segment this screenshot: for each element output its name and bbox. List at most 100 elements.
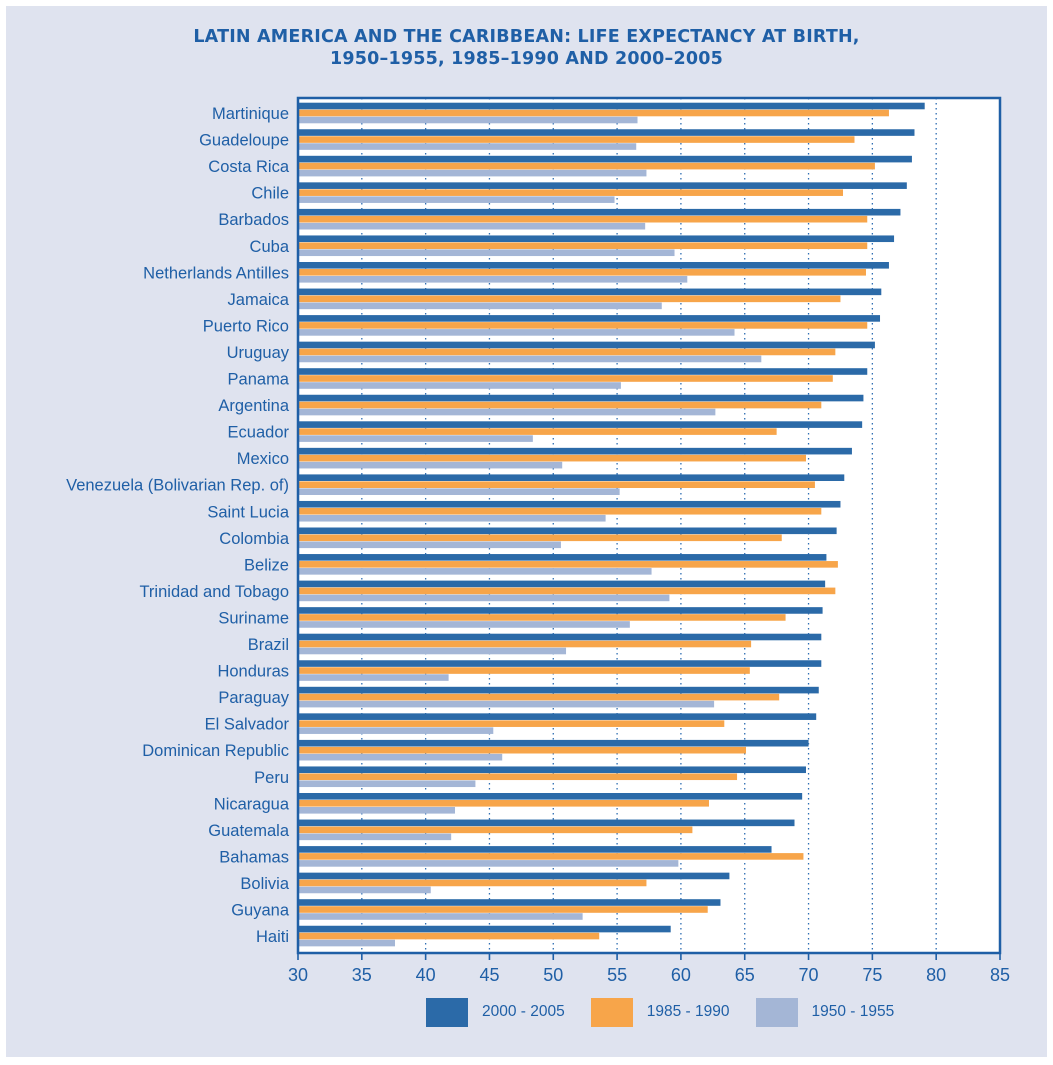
bar-1-25 [298,739,809,747]
bar-chart: Martinique Guadeloupe Costa Rica Chile Barba… [66,96,1010,985]
bar-1-7 [298,262,889,269]
category-label: Guatemala [208,822,290,840]
category-label: Costa Rica [208,158,290,176]
bar-1-28 [298,819,795,827]
category-label: Bolivia [240,875,289,893]
bar-2-30 [298,879,647,887]
bar-3-11 [298,382,621,389]
legend-swatch [755,997,798,1027]
bar-3-31 [298,913,583,920]
category-label: Netherlands Antilles [143,264,289,282]
bar-2-13 [298,428,777,435]
bar-1-18 [298,554,827,561]
x-tick-label: 30 [288,965,308,985]
x-tick-label: 50 [543,965,563,985]
bar-2-16 [298,507,822,515]
bar-3-16 [298,514,606,522]
category-label: Brazil [248,636,289,654]
legend-label: 2000 - 2005 [482,1003,565,1020]
category-label: Saint Lucia [207,503,289,521]
bar-2-2 [298,136,855,143]
bar-1-4 [298,182,907,189]
plot-frame [296,96,1002,955]
bar-3-25 [298,753,503,761]
bar-2-17 [298,534,782,542]
x-tick-label: 40 [416,965,436,985]
bar-2-18 [298,561,838,568]
bar-2-21 [298,640,752,648]
bar-1-14 [298,447,852,455]
bar-2-3 [298,162,875,170]
bar-2-6 [298,242,868,250]
x-tick-label: 60 [671,965,691,985]
bar-2-24 [298,720,725,727]
bar-3-12 [298,408,716,416]
bar-1-21 [298,633,822,641]
bar-3-32 [298,939,396,947]
bar-2-29 [298,853,804,860]
bar-2-31 [298,906,708,913]
x-tick-label: 55 [607,965,627,985]
bar-2-5 [298,215,868,223]
x-tick-label: 45 [479,965,499,985]
bar-1-2 [298,129,915,136]
category-label: Peru [254,769,289,787]
bar-2-11 [298,375,833,382]
category-label: Jamaica [228,291,290,309]
category-label: Uruguay [227,344,290,362]
x-tick-label: 35 [352,965,372,985]
bar-3-7 [298,276,688,283]
bar-3-26 [298,780,476,788]
bar-2-1 [298,109,889,117]
category-label: Cuba [250,238,290,256]
category-label: Venezuela (Bolivarian Rep. of) [66,477,289,495]
bar-1-32 [298,925,671,933]
bar-3-17 [298,541,561,549]
bar-1-13 [298,421,863,428]
bar-1-31 [298,899,721,906]
chart-title-line-2: 1950–1955, 1985–1990 AND 2000–2005 [330,49,723,69]
legend-swatch [426,997,468,1027]
bar-1-23 [298,686,819,694]
bar-3-3 [298,169,647,177]
bar-2-7 [298,269,866,276]
bar-2-14 [298,454,806,462]
category-label: Panama [228,371,290,389]
bar-1-29 [298,846,772,853]
category-label: Guyana [231,902,290,920]
bar-1-11 [298,368,868,375]
bar-2-23 [298,693,780,701]
category-label: Chile [251,185,289,203]
category-label: Suriname [218,609,289,627]
bar-3-30 [298,886,431,894]
bar-1-6 [298,235,895,243]
bar-2-20 [298,614,786,621]
bar-3-20 [298,621,630,628]
legend-label: 1950 - 1955 [811,1003,895,1020]
x-tick-label: 70 [799,965,819,985]
category-label: Belize [244,556,289,574]
bar-3-6 [298,249,675,257]
bar-1-22 [298,660,822,667]
bar-2-28 [298,826,693,834]
bar-3-1 [298,116,638,124]
bar-1-24 [298,713,817,720]
bar-1-1 [298,102,925,110]
bar-2-10 [298,348,836,356]
legend-item-2: 1985 - 1990 [590,997,730,1027]
category-label: Mexico [237,450,289,468]
category-label: Trinidad and Tobago [139,583,289,601]
bar-2-32 [298,932,600,940]
bar-3-28 [298,833,452,841]
bar-3-21 [298,647,567,655]
chart-title: LATIN AMERICA AND THE CARIBBEAN: LIFE EX… [6,26,1047,70]
bar-3-14 [298,461,563,469]
bar-3-23 [298,700,715,708]
category-label: Colombia [219,530,290,548]
bar-3-29 [298,860,679,867]
bar-3-9 [298,329,735,336]
bar-1-20 [298,607,823,614]
bar-1-10 [298,341,875,349]
category-label: Argentina [218,397,289,415]
legend-label: 1985 - 1990 [646,1003,730,1020]
